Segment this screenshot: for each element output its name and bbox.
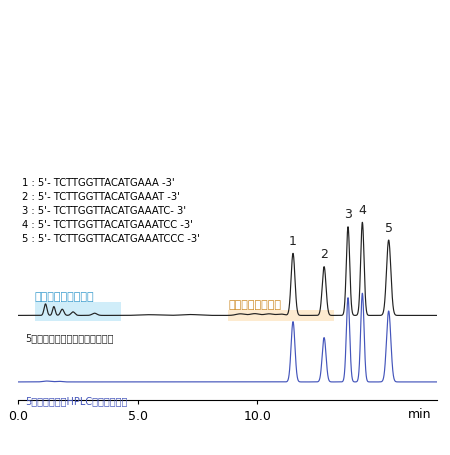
Text: min: min	[408, 407, 432, 420]
Text: 5種混合試料（脱塩精製品含む）: 5種混合試料（脱塩精製品含む）	[25, 332, 114, 342]
Bar	[229, 310, 333, 322]
Text: 4: 4	[359, 203, 366, 217]
Text: 5: 5	[385, 221, 393, 234]
Bar	[35, 303, 121, 322]
Text: 3: 3	[344, 208, 352, 221]
Text: 保護基などの不純物: 保護基などの不純物	[35, 292, 94, 302]
Text: 鎖長違いの不純物: 鎖長違いの不純物	[229, 299, 281, 309]
Text: 1: 1	[289, 234, 297, 248]
Text: 5種混合試料（HPLC精製品のみ）: 5種混合試料（HPLC精製品のみ）	[25, 395, 127, 405]
Text: 1 : 5'- TCTTGGTTACATGAAA -3'
2 : 5'- TCTTGGTTACATGAAAT -3'
3 : 5'- TCTTGGTTACATG: 1 : 5'- TCTTGGTTACATGAAA -3' 2 : 5'- TCT…	[22, 177, 200, 243]
Text: 2: 2	[320, 248, 328, 261]
